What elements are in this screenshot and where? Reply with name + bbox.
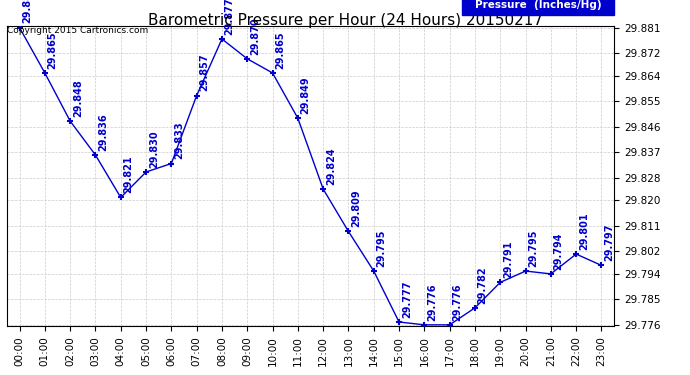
Text: 29.776: 29.776 [427,283,437,321]
Text: 29.830: 29.830 [149,130,159,168]
Text: 29.782: 29.782 [477,266,488,304]
Text: 29.794: 29.794 [553,232,564,270]
Text: Barometric Pressure per Hour (24 Hours) 20150217: Barometric Pressure per Hour (24 Hours) … [148,13,542,28]
Text: 29.776: 29.776 [453,283,462,321]
Text: Copyright 2015 Cartronics.com: Copyright 2015 Cartronics.com [7,26,148,35]
Text: 29.833: 29.833 [174,122,184,159]
Text: 29.821: 29.821 [124,156,134,193]
Text: 29.824: 29.824 [326,147,336,185]
Text: 29.795: 29.795 [377,230,386,267]
Text: 29.791: 29.791 [503,241,513,278]
Text: 29.849: 29.849 [301,76,310,114]
Text: 29.865: 29.865 [48,31,58,69]
Text: 29.870: 29.870 [250,17,260,55]
Text: 29.881: 29.881 [22,0,32,24]
Text: 29.809: 29.809 [351,190,362,227]
Text: 29.797: 29.797 [604,224,614,261]
Text: 29.801: 29.801 [579,212,589,250]
Text: 29.857: 29.857 [199,54,210,92]
Text: 29.848: 29.848 [73,79,83,117]
Text: 29.795: 29.795 [529,230,538,267]
Text: 29.877: 29.877 [225,0,235,35]
Text: 29.836: 29.836 [98,113,108,151]
Text: 29.777: 29.777 [402,280,412,318]
Text: Pressure  (Inches/Hg): Pressure (Inches/Hg) [475,0,602,10]
Text: 29.865: 29.865 [275,31,286,69]
